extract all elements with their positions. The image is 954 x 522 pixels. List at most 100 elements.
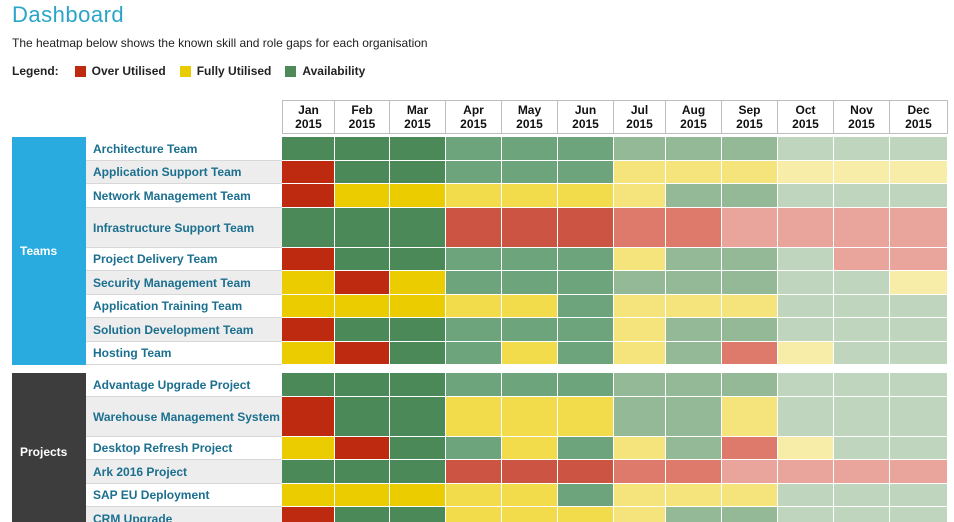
year-label: 2015	[572, 117, 599, 131]
heatmap-cell	[890, 460, 947, 483]
heatmap-cell	[282, 460, 334, 483]
heatmap-cell	[390, 341, 445, 364]
heatmap-cell	[282, 341, 334, 364]
heatmap-cell	[834, 184, 889, 207]
heatmap-cell	[666, 460, 721, 483]
group-label-projects: Projects	[12, 373, 86, 522]
heatmap-cell	[558, 373, 613, 396]
heatmap-cell	[834, 247, 889, 270]
heatmap-cell	[614, 507, 665, 522]
row-divider	[86, 270, 282, 271]
heatmap-cell	[834, 271, 889, 294]
column-header-oct: Oct 2015	[778, 100, 834, 134]
heatmap-cell	[834, 436, 889, 459]
month-label: Jan	[298, 103, 319, 117]
year-label: 2015	[460, 117, 487, 131]
heatmap-cell	[834, 373, 889, 396]
heatmap-cell	[282, 184, 334, 207]
page-title: Dashboard	[12, 2, 125, 27]
heatmap-cell	[502, 207, 557, 247]
heatmap-cell	[722, 341, 777, 364]
heatmap-cell	[890, 294, 947, 317]
heatmap-cell	[666, 160, 721, 183]
heatmap-cell	[390, 137, 445, 160]
heatmap-cell	[390, 247, 445, 270]
heatmap-cell	[282, 396, 334, 436]
page-subtitle: The heatmap below shows the known skill …	[12, 36, 428, 50]
row-divider	[86, 340, 282, 342]
heatmap-cell	[558, 247, 613, 270]
heatmap-cell	[614, 341, 665, 364]
heatmap-cell	[722, 184, 777, 207]
legend-item-label: Availability	[302, 64, 366, 78]
heatmap-cell	[502, 396, 557, 436]
row-label: CRM Upgrade	[86, 507, 282, 522]
column-header-sep: Sep 2015	[722, 100, 778, 134]
heatmap-cell	[335, 507, 389, 522]
heatmap-cell	[335, 396, 389, 436]
heatmap-cell	[335, 207, 389, 247]
month-label: Aug	[681, 103, 706, 117]
heatmap-cell	[282, 318, 334, 341]
heatmap-cell	[282, 207, 334, 247]
heatmap-cell	[778, 160, 833, 183]
year-label: 2015	[680, 117, 707, 131]
heatmap-cell	[834, 207, 889, 247]
legend-item-fully-utilised: Fully Utilised	[179, 64, 271, 78]
month-label: Sep	[738, 103, 761, 117]
column-header-mar: Mar 2015	[390, 100, 446, 134]
heatmap-cell	[890, 507, 947, 522]
column-header-dec: Dec 2015	[890, 100, 948, 134]
heatmap-cell	[446, 184, 501, 207]
heatmap-cell	[666, 436, 721, 459]
heatmap-cell	[722, 318, 777, 341]
heatmap-cell	[502, 483, 557, 506]
heatmap-cell	[390, 507, 445, 522]
heatmap-cell	[890, 373, 947, 396]
heatmap-cell	[390, 184, 445, 207]
month-label: May	[517, 103, 542, 117]
legend-item-availability: Availability	[285, 64, 365, 78]
heatmap-cell	[778, 294, 833, 317]
row-divider	[86, 459, 282, 460]
heatmap-cell	[502, 460, 557, 483]
year-label: 2015	[295, 117, 322, 131]
heatmap-cell	[614, 137, 665, 160]
heatmap-cell	[722, 396, 777, 436]
heatmap-cell	[335, 294, 389, 317]
row-label: Hosting Team	[86, 341, 282, 365]
heatmap-cell	[666, 294, 721, 317]
heatmap-cell	[666, 373, 721, 396]
column-header-jun: Jun 2015	[558, 100, 614, 134]
row-label: Project Delivery Team	[86, 247, 282, 271]
heatmap-cell	[558, 341, 613, 364]
heatmap-cell	[502, 318, 557, 341]
heatmap-cell	[335, 483, 389, 506]
heatmap-cell	[834, 341, 889, 364]
heatmap-cell	[446, 207, 501, 247]
heatmap-cell	[282, 373, 334, 396]
heatmap-cell	[614, 271, 665, 294]
heatmap-cell	[446, 373, 501, 396]
heatmap-cell	[446, 160, 501, 183]
row-label: Solution Development Team	[86, 318, 282, 342]
month-label: Nov	[850, 103, 873, 117]
legend: Legend: Over Utilised Fully Utilised Ava…	[12, 64, 379, 78]
heatmap-cell	[666, 207, 721, 247]
heatmap-cell	[335, 160, 389, 183]
heatmap-cell	[666, 507, 721, 522]
row-label: Desktop Refresh Project	[86, 436, 282, 460]
month-label: Oct	[795, 103, 816, 117]
row-label: Network Management Team	[86, 184, 282, 208]
heatmap-cell	[778, 271, 833, 294]
column-header-may: May 2015	[502, 100, 558, 134]
row-label: Infrastructure Support Team	[86, 207, 282, 248]
year-label: 2015	[516, 117, 543, 131]
heatmap-cell	[834, 460, 889, 483]
heatmap-cell	[282, 247, 334, 270]
row-label: Application Training Team	[86, 294, 282, 318]
heatmap-cell	[446, 436, 501, 459]
row-label: Architecture Team	[86, 137, 282, 161]
heatmap-cell	[446, 137, 501, 160]
heatmap-cell	[890, 184, 947, 207]
